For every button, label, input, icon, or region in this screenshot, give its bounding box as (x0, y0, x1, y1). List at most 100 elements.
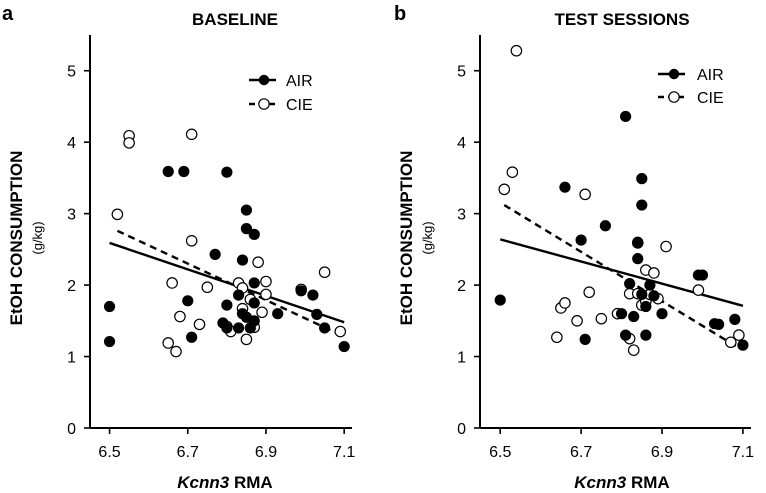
point-air (162, 165, 174, 178)
y-tick-label: 5 (67, 64, 76, 81)
legend-cie-label: CIE (286, 97, 313, 114)
point-cie (571, 315, 583, 327)
axes: 0 1 2 3 4 5 6.5 6.7 6.9 7.1 (457, 35, 754, 461)
point-air (640, 300, 652, 313)
point-air (103, 300, 116, 313)
point-air (632, 253, 644, 265)
y-tick-label: 4 (457, 135, 466, 152)
point-air (644, 279, 656, 291)
legend-air-marker (258, 74, 270, 86)
y-tick-label: 0 (457, 421, 466, 438)
point-cie (595, 312, 608, 325)
point-air (221, 299, 233, 311)
point-cie (185, 128, 198, 141)
trend-line-cie (503, 204, 740, 349)
point-air (103, 335, 116, 348)
x-axis-gene: Kcnn3 (177, 473, 230, 492)
point-cie (185, 234, 198, 247)
legend-cie-marker (668, 91, 680, 103)
x-tick-label: 6.5 (98, 444, 120, 461)
point-cie (579, 188, 591, 201)
point-air (636, 288, 648, 300)
point-air (599, 220, 611, 232)
point-cie (627, 344, 640, 356)
y-tick-label: 5 (457, 64, 466, 81)
point-air (620, 110, 632, 123)
y-axis-label: EtOH CONSUMPTION (397, 151, 416, 326)
point-air (248, 277, 260, 289)
point-air (186, 331, 198, 343)
point-cie (162, 337, 175, 349)
point-cie (510, 44, 523, 57)
data-points (494, 44, 749, 356)
y-tick-label: 4 (67, 135, 76, 152)
point-air (311, 308, 323, 320)
point-air (236, 254, 249, 266)
point-cie (252, 256, 264, 269)
y-tick-label: 3 (67, 207, 76, 224)
point-air (620, 329, 632, 341)
x-tick-label: 6.7 (570, 444, 592, 461)
x-tick-label: 7.1 (732, 444, 754, 461)
x-axis-gene: Kcnn3 (574, 473, 627, 492)
point-air (648, 290, 660, 302)
point-cie (193, 318, 206, 331)
legend-cie-label: CIE (697, 90, 724, 107)
point-air (307, 289, 319, 301)
point-cie (318, 266, 331, 279)
x-axis-label: Kcnn3 RMA (177, 473, 272, 492)
point-air (575, 234, 587, 246)
point-cie (660, 240, 672, 253)
legend-air-marker (668, 68, 680, 80)
point-air (737, 339, 749, 351)
point-cie (498, 183, 511, 196)
point-air (248, 297, 260, 309)
panel-label: a (2, 3, 14, 25)
point-air (232, 322, 245, 334)
x-axis-label: Kcnn3 RMA (574, 473, 669, 492)
point-air (624, 278, 636, 290)
legend-air-label: AIR (697, 67, 724, 84)
point-air (182, 295, 194, 307)
point-cie (111, 208, 124, 221)
x-tick-label: 7.1 (333, 444, 355, 461)
point-air (272, 308, 284, 320)
point-air (209, 248, 221, 260)
point-cie (260, 275, 272, 288)
y-tick-label: 1 (457, 350, 466, 367)
trend-lines (109, 229, 345, 338)
x-axis-suffix: RMA (229, 473, 272, 492)
point-cie (123, 137, 135, 149)
panel-label: b (394, 3, 406, 25)
point-air (579, 333, 591, 345)
y-tick-label: 2 (67, 278, 76, 295)
y-tick-label: 0 (67, 421, 76, 438)
point-air (632, 236, 644, 248)
point-cie (201, 281, 214, 294)
y-axis-label: EtOH CONSUMPTION (7, 151, 26, 326)
point-cie (166, 277, 178, 289)
point-cie (648, 267, 660, 279)
x-tick-label: 6.9 (651, 444, 673, 461)
point-air (178, 165, 190, 178)
point-cie (240, 333, 253, 346)
point-air (636, 199, 648, 211)
point-cie (551, 331, 563, 344)
trend-line-air (499, 238, 744, 307)
point-cie (692, 284, 705, 296)
point-cie (334, 325, 347, 338)
point-air (640, 329, 652, 341)
point-air (713, 318, 725, 330)
point-air (248, 228, 260, 240)
trend-line-cie (116, 229, 345, 338)
point-cie (506, 166, 519, 178)
x-tick-label: 6.7 (177, 444, 199, 461)
legend: AIR CIE (249, 73, 313, 114)
point-cie (733, 329, 745, 341)
point-air (232, 289, 245, 301)
point-air (248, 315, 260, 327)
panel-b-test-sessions: b TEST SESSIONS EtOH CONSUMPTION (g/kg) … (394, 3, 754, 492)
point-air (494, 294, 506, 306)
trend-lines (499, 204, 744, 349)
